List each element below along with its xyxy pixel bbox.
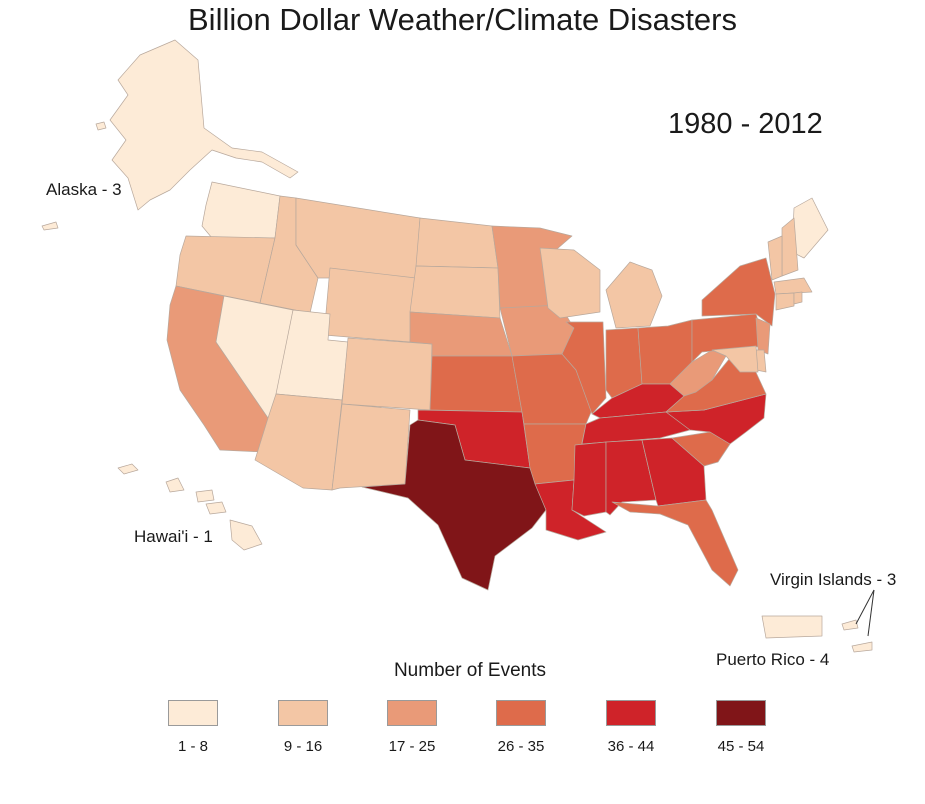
state-ct	[775, 292, 795, 311]
state-vt	[767, 235, 783, 281]
island-hi-4	[205, 501, 227, 515]
island-hi-2	[165, 477, 185, 493]
island-vi-5	[841, 619, 859, 631]
legend-label: 1 - 8	[177, 738, 208, 755]
state-sd	[409, 265, 501, 319]
legend-swatch	[168, 700, 218, 726]
state-ms	[571, 441, 607, 517]
virgin-islands-leader-b	[867, 589, 875, 637]
state-il	[561, 321, 607, 415]
legend-label: 9 - 16	[283, 738, 323, 755]
island-ak-6	[41, 221, 59, 231]
virgin-islands-label: Virgin Islands - 3	[770, 570, 897, 589]
legend-swatch	[716, 700, 766, 726]
map-title: Billion Dollar Weather/Climate Disasters	[188, 2, 737, 37]
state-ks	[429, 355, 523, 413]
state-me	[791, 197, 829, 259]
state-wa	[201, 181, 281, 239]
state-ny	[701, 257, 776, 327]
island-hi-1	[117, 463, 139, 475]
state-nm	[331, 403, 411, 491]
state-ri	[793, 291, 803, 305]
state-hi	[229, 519, 263, 551]
island-hi-3	[195, 489, 215, 503]
island-ak-7	[95, 121, 107, 131]
legend-label: 45 - 54	[717, 738, 765, 755]
state-sc	[671, 431, 731, 467]
state-mi	[605, 261, 663, 329]
state-fl	[611, 499, 739, 587]
legend-swatch	[278, 700, 328, 726]
state-wy	[323, 267, 417, 343]
state-md	[711, 345, 759, 373]
legend-swatch	[606, 700, 656, 726]
state-ma	[773, 277, 813, 295]
state-mt	[295, 197, 421, 279]
state-vi	[851, 641, 873, 653]
virgin-islands-leader-a	[855, 589, 875, 625]
state-az	[254, 393, 343, 491]
state-nd	[415, 217, 499, 269]
legend-label: 36 - 44	[607, 738, 655, 755]
legend-swatch	[496, 700, 546, 726]
state-pr	[761, 615, 823, 639]
hawaii-label: Hawai'i - 1	[134, 527, 213, 546]
state-nj	[755, 317, 771, 355]
state-co	[341, 337, 433, 411]
alaska-label: Alaska - 3	[46, 180, 122, 199]
state-tx	[361, 419, 547, 591]
period-label: 1980 - 2012	[668, 108, 823, 140]
state-wi	[539, 247, 601, 319]
legend-swatch	[387, 700, 437, 726]
legend-label: 17 - 25	[388, 738, 436, 755]
puerto-rico-label: Puerto Rico - 4	[716, 650, 830, 669]
legend-label: 26 - 35	[497, 738, 545, 755]
state-ak	[109, 39, 299, 211]
legend-title: Number of Events	[393, 660, 547, 681]
